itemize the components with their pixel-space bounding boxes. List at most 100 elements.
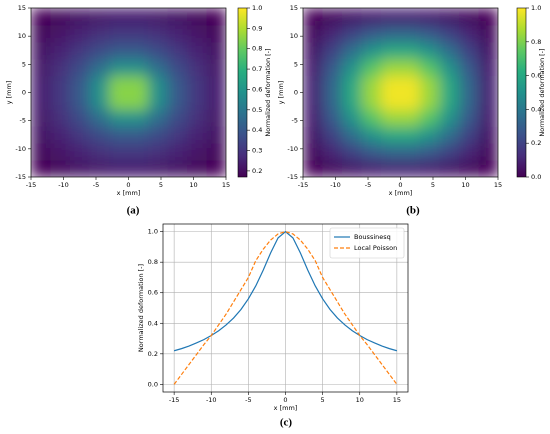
heatmap-cell	[167, 41, 188, 60]
heatmap-cell	[70, 143, 90, 161]
heatmap-cell	[128, 143, 149, 161]
heatmap-cell	[303, 92, 323, 110]
heatmap-cell	[381, 41, 401, 60]
heatmap-cell	[303, 75, 323, 93]
heatmap-cell	[478, 75, 499, 93]
heatmap-cell	[167, 75, 188, 93]
heatmap-cell	[303, 8, 323, 26]
heatmap-cell	[167, 143, 188, 161]
heatmap-cell	[322, 75, 343, 93]
y-axis-label: Normalized deformation [-]	[137, 264, 145, 352]
y-tick-label: 0.0	[148, 380, 158, 388]
heatmap-cell	[109, 160, 129, 178]
heatmap-cell	[322, 8, 343, 26]
heatmap-cell	[70, 92, 90, 110]
heatmap-cell	[361, 109, 382, 127]
heatmap-cell	[128, 160, 149, 178]
heatmap-cell	[342, 8, 362, 26]
heatmap-cell	[381, 8, 401, 26]
y-tick-label: 15	[18, 4, 26, 12]
heatmap-cell	[478, 109, 499, 127]
heatmap-cell	[31, 109, 51, 127]
heatmap-cell	[361, 160, 382, 178]
x-tick-label: 5	[321, 396, 325, 404]
heatmap-cell	[439, 126, 460, 144]
heatmap-cell	[478, 24, 499, 43]
heatmap-cell	[187, 160, 207, 178]
heatmap-cell	[187, 58, 207, 77]
colorbar-tick-label: 0.5	[252, 106, 262, 114]
x-tick-label: 15	[393, 396, 401, 404]
heatmap-cell	[478, 143, 499, 161]
axes-frame	[30, 7, 227, 178]
x-tick-label: -5	[365, 181, 371, 189]
y-axis-label: y [mm]	[5, 81, 13, 105]
heatmap-cell	[322, 24, 343, 43]
colorbar	[516, 7, 527, 178]
heatmap-cell	[400, 109, 421, 127]
heatmap-cells	[31, 8, 227, 178]
heatmap-cell	[167, 109, 188, 127]
heatmap-cell	[50, 75, 71, 93]
heatmap-cell	[420, 92, 440, 110]
caption: (b)	[406, 205, 420, 217]
x-tick-label: -10	[58, 181, 69, 189]
y-tick-label: 5	[294, 60, 298, 68]
heatmap-cell	[109, 75, 129, 93]
heatmap-cell	[400, 160, 421, 178]
y-tick-label: 0	[294, 89, 298, 97]
heatmap-cell	[50, 126, 71, 144]
heatmap-cell	[31, 143, 51, 161]
x-tick-label: -15	[26, 181, 37, 189]
heatmap-cell	[206, 58, 227, 77]
colorbar-tick-label: 0.7	[252, 65, 262, 73]
colorbar-tick-label: 0.9	[252, 24, 262, 32]
heatmap-cell	[459, 8, 479, 26]
heatmap-cell	[439, 160, 460, 178]
heatmap-cell	[128, 126, 149, 144]
heatmap-cell	[128, 75, 149, 93]
heatmap-cell	[420, 75, 440, 93]
heatmap-cell	[322, 109, 343, 127]
heatmap-cell	[148, 24, 168, 43]
heatmap-cell	[89, 92, 110, 110]
heatmap-cell	[322, 126, 343, 144]
heatmap-cell	[109, 41, 129, 60]
heatmap-cell	[303, 41, 323, 60]
heatmap-cell	[439, 109, 460, 127]
heatmap-cell	[70, 126, 90, 144]
heatmap-cell	[459, 58, 479, 77]
heatmap-cell	[187, 24, 207, 43]
heatmap-cell	[50, 109, 71, 127]
colorbar-tick-label: 0.6	[252, 85, 262, 93]
colorbar-tick-label: 0.6	[531, 72, 541, 80]
y-axis-label: y [mm]	[277, 81, 285, 105]
y-tick-label: -10	[287, 145, 298, 153]
heatmap-cell	[148, 75, 168, 93]
heatmap-cell	[361, 75, 382, 93]
heatmap-cell	[50, 143, 71, 161]
heatmap-cell	[89, 109, 110, 127]
heatmap-cell	[109, 143, 129, 161]
heatmap-cell	[342, 58, 362, 77]
heatmap-cell	[459, 160, 479, 178]
heatmap-cell	[459, 109, 479, 127]
heatmap-cell	[381, 24, 401, 43]
x-tick-label: 10	[461, 181, 469, 189]
heatmap-cell	[459, 41, 479, 60]
heatmap-cell	[381, 143, 401, 161]
heatmap-cell	[361, 58, 382, 77]
heatmap-cell	[148, 8, 168, 26]
heatmap-cell	[400, 41, 421, 60]
heatmap-cell	[128, 92, 149, 110]
colorbar	[237, 7, 248, 178]
heatmap-cell	[439, 41, 460, 60]
caption: (a)	[127, 205, 140, 217]
heatmap-cell	[478, 41, 499, 60]
heatmap-cell	[167, 160, 188, 178]
colorbar-tick-label: 0.2	[531, 139, 541, 147]
y-tick-label: -5	[20, 117, 26, 125]
heatmap-cell	[400, 143, 421, 161]
heatmap-cell	[89, 143, 110, 161]
